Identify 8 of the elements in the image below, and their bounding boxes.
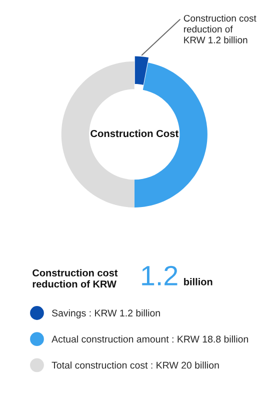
legend-label: Total construction cost : KRW 20 billion — [52, 362, 219, 369]
text: Construction cost reduction of KRW 1.2 billion — [184, 14, 256, 44]
legend-label: Savings : KRW 1.2 billion — [52, 309, 160, 318]
text: 1.2 — [142, 266, 178, 286]
legend-label: Actual construction amount : KRW 18.8 billion — [52, 335, 248, 343]
text: Construction Cost — [90, 130, 178, 138]
text: billion — [184, 278, 212, 286]
text: Construction cost reduction of KRW — [32, 269, 118, 288]
